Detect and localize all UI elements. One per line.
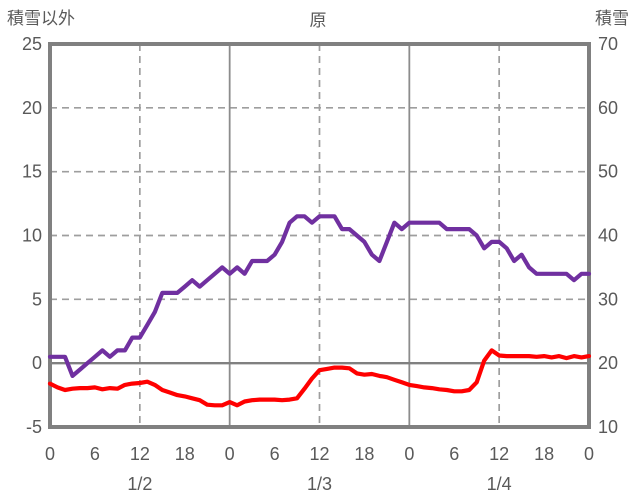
x-axis-hour-tick: 0 <box>584 444 594 464</box>
left-axis-title: 積雪以外 <box>7 9 75 28</box>
x-axis-hour-tick: 18 <box>534 444 554 464</box>
x-axis-hour-tick: 12 <box>489 444 509 464</box>
right-axis-tick: 50 <box>598 162 618 182</box>
left-axis-tick: 0 <box>32 353 42 373</box>
chart-title: 原 <box>309 11 327 30</box>
non-snow-line <box>47 348 592 408</box>
x-axis-hour-tick: 0 <box>45 444 55 464</box>
left-axis-tick: 5 <box>32 289 42 309</box>
x-axis-hour-tick: 18 <box>175 444 195 464</box>
left-axis-tick: -5 <box>26 417 42 437</box>
x-axis-hour-tick: 0 <box>225 444 235 464</box>
x-axis-date-label: 1/3 <box>307 474 332 494</box>
left-axis-tick: 20 <box>22 98 42 118</box>
right-axis-tick: 70 <box>598 34 618 54</box>
left-axis-tick: 15 <box>22 162 42 182</box>
plot-frame <box>48 42 591 429</box>
right-axis-tick: 10 <box>598 417 618 437</box>
x-axis-hour-tick: 0 <box>404 444 414 464</box>
snow-depth-line <box>47 214 592 378</box>
right-axis-tick: 20 <box>598 353 618 373</box>
right-axis-tick: 40 <box>598 226 618 246</box>
left-axis-tick: 10 <box>22 226 42 246</box>
right-axis-title: 積雪 <box>595 9 629 28</box>
x-axis-hour-tick: 6 <box>90 444 100 464</box>
right-axis-tick: 30 <box>598 289 618 309</box>
x-axis-date-label: 1/2 <box>127 474 152 494</box>
x-axis-hour-tick: 18 <box>354 444 374 464</box>
left-axis-tick: 25 <box>22 34 42 54</box>
x-axis-hour-tick: 6 <box>270 444 280 464</box>
x-axis-date-label: 1/4 <box>487 474 512 494</box>
x-axis-hour-tick: 6 <box>449 444 459 464</box>
x-axis-hour-tick: 12 <box>309 444 329 464</box>
x-axis-hour-tick: 12 <box>130 444 150 464</box>
right-axis-tick: 60 <box>598 98 618 118</box>
